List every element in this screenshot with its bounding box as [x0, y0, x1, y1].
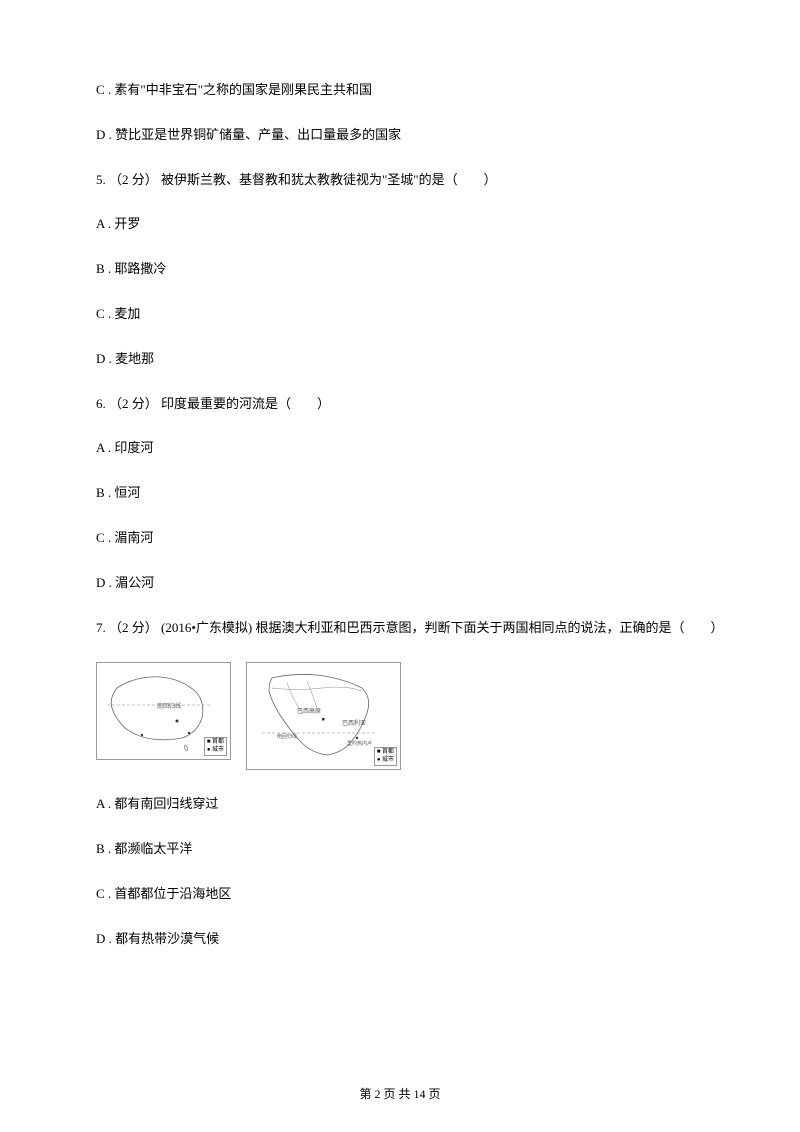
legend-capital: ■ 首都 — [207, 739, 224, 747]
q6-option-a: A . 印度河 — [60, 438, 740, 459]
q7-option-c: C . 首都都位于沿海地区 — [60, 884, 740, 905]
australia-map: 南回归线 ■ 首都 ● 城市 — [96, 662, 231, 760]
q5-option-c: C . 麦加 — [60, 304, 740, 325]
brazil-map: 巴西高原 巴西利亚 里约热内卢 南回归线 ■ 首都 ● 城市 — [246, 662, 401, 770]
q7-stem: 7. （2 分） (2016•广东模拟) 根据澳大利亚和巴西示意图，判断下面关于… — [60, 618, 740, 639]
document-content: C . 素有"中非宝石"之称的国家是刚果民主共和国 D . 赞比亚是世界铜矿储量… — [60, 80, 740, 950]
q5-option-d: D . 麦地那 — [60, 349, 740, 370]
svg-text:里约热内卢: 里约热内卢 — [347, 740, 372, 747]
svg-text:巴西利亚: 巴西利亚 — [342, 719, 366, 727]
q5-option-b: B . 耶路撒冷 — [60, 259, 740, 280]
svg-text:巴西高原: 巴西高原 — [297, 707, 321, 715]
svg-text:南回归线: 南回归线 — [157, 702, 181, 710]
q6-option-b: B . 恒河 — [60, 483, 740, 504]
q5-stem: 5. （2 分） 被伊斯兰教、基督教和犹太教教徒视为"圣城"的是（ ） — [60, 170, 740, 191]
legend-city: ● 城市 — [207, 747, 224, 755]
q6-option-c: C . 湄南河 — [60, 528, 740, 549]
q4-option-c: C . 素有"中非宝石"之称的国家是刚果民主共和国 — [60, 80, 740, 101]
q7-option-a: A . 都有南回归线穿过 — [60, 794, 740, 815]
australia-legend: ■ 首都 ● 城市 — [204, 737, 227, 757]
q6-stem: 6. （2 分） 印度最重要的河流是（ ） — [60, 394, 740, 415]
q4-option-d: D . 赞比亚是世界铜矿储量、产量、出口量最多的国家 — [60, 125, 740, 146]
brazil-legend: ■ 首都 ● 城市 — [374, 747, 397, 767]
q7-option-b: B . 都濒临太平洋 — [60, 839, 740, 860]
legend-city: ● 城市 — [377, 757, 394, 765]
page-footer: 第 2 页 共 14 页 — [0, 1085, 800, 1102]
svg-text:南回归线: 南回归线 — [277, 733, 297, 740]
q5-option-a: A . 开罗 — [60, 214, 740, 235]
maps-container: 南回归线 ■ 首都 ● 城市 巴西高原 巴西利亚 里约热内卢 — [96, 662, 740, 770]
legend-capital: ■ 首都 — [377, 749, 394, 757]
q6-option-d: D . 湄公河 — [60, 573, 740, 594]
q7-option-d: D . 都有热带沙漠气候 — [60, 929, 740, 950]
